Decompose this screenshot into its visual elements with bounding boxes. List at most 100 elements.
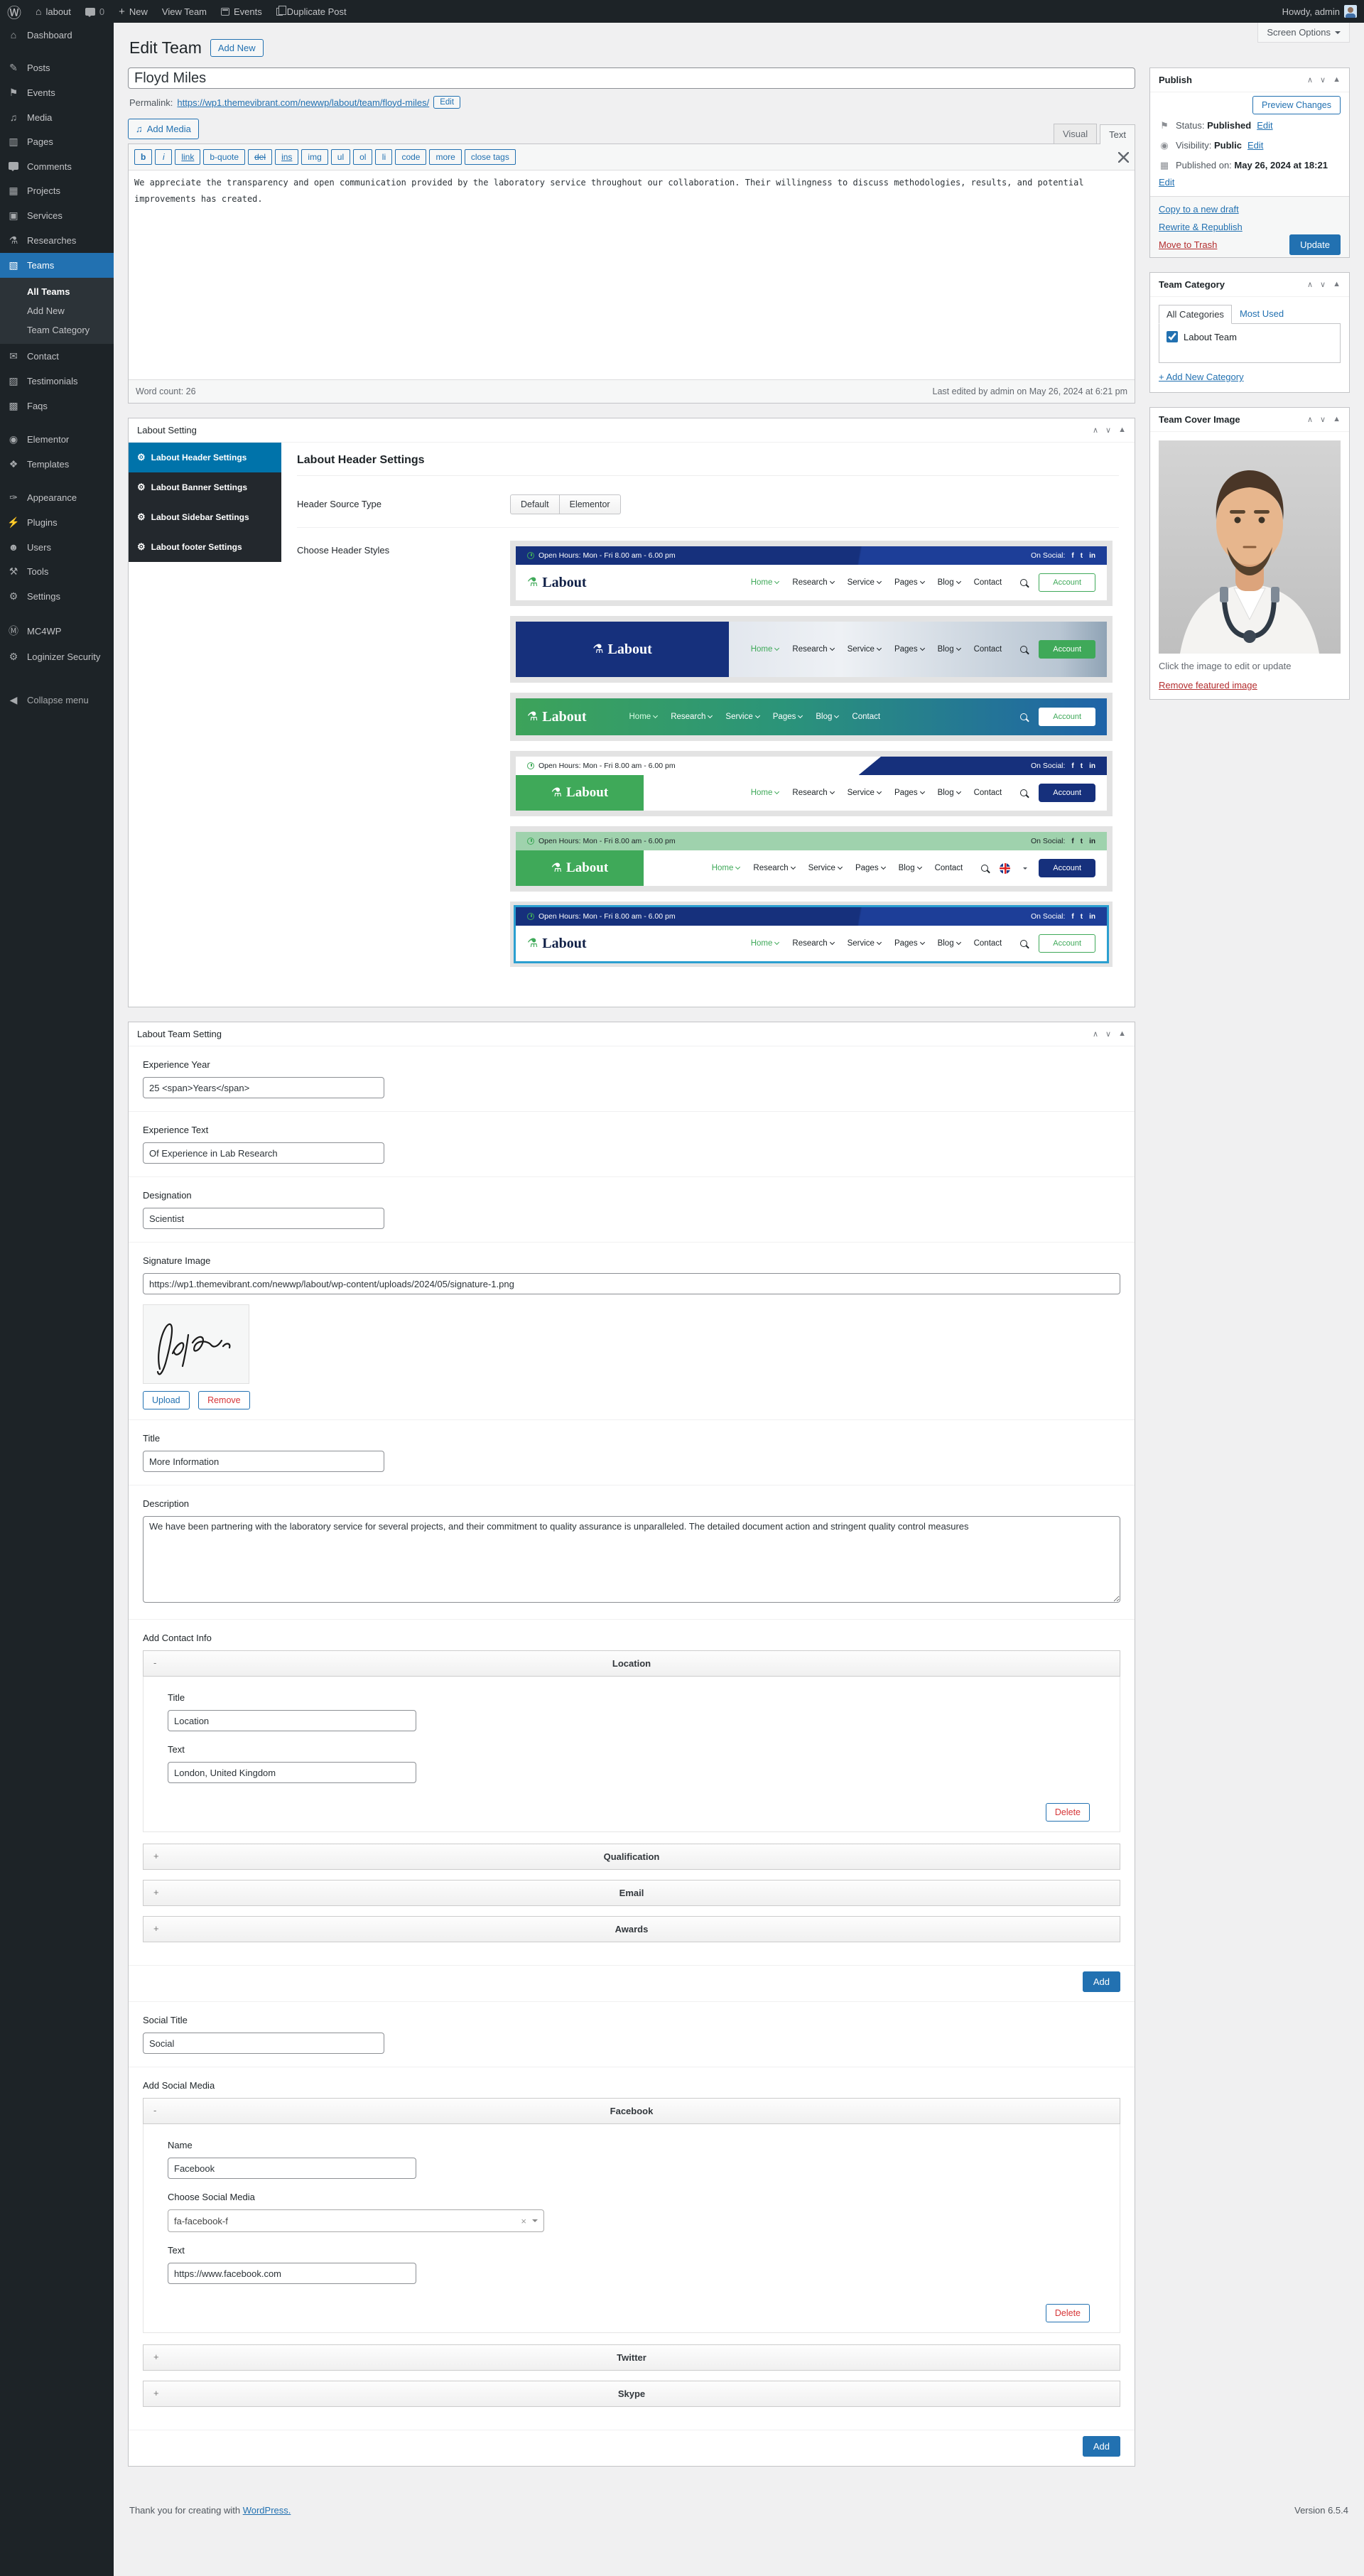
sidebar-item-elementor[interactable]: ◉ Elementor xyxy=(0,427,114,452)
howdy-account-menu[interactable]: Howdy, admin xyxy=(1275,0,1364,23)
account-button[interactable]: Account xyxy=(1039,640,1095,659)
update-button[interactable]: Update xyxy=(1289,234,1341,255)
uk-flag-icon[interactable] xyxy=(1000,862,1011,874)
nav-service[interactable]: Service xyxy=(725,713,760,721)
twitter-icon[interactable]: t xyxy=(1080,762,1083,770)
accordion-email-header[interactable]: + Email xyxy=(143,1880,1120,1906)
sidebar-item-comments[interactable]: Comments xyxy=(0,154,114,178)
move-down-icon[interactable]: ∨ xyxy=(1320,76,1326,85)
nav-research[interactable]: Research xyxy=(792,578,835,587)
linkedin-icon[interactable]: in xyxy=(1089,837,1095,845)
move-up-icon[interactable]: ∧ xyxy=(1306,281,1314,289)
nav-blog[interactable]: Blog xyxy=(816,713,840,721)
nav-research[interactable]: Research xyxy=(792,939,835,948)
facebook-icon[interactable]: f xyxy=(1071,551,1074,560)
facebook-icon[interactable]: f xyxy=(1071,912,1074,921)
nav-service[interactable]: Service xyxy=(808,864,843,872)
submenu-all-teams[interactable]: All Teams xyxy=(27,286,70,297)
del-button[interactable]: del xyxy=(248,149,273,165)
move-down-icon[interactable]: ∨ xyxy=(1105,1030,1112,1039)
move-up-icon[interactable]: ∧ xyxy=(1306,76,1314,85)
preview-changes-button[interactable]: Preview Changes xyxy=(1252,96,1341,114)
nav-pages[interactable]: Pages xyxy=(894,645,925,654)
labout-brand[interactable]: ⚗ Labout xyxy=(527,575,587,591)
sidebar-item-contact[interactable]: ✉ Contact xyxy=(0,344,114,369)
signature-url-input[interactable] xyxy=(143,1273,1120,1294)
copy-to-new-draft-link[interactable]: Copy to a new draft xyxy=(1159,204,1239,215)
contact-title-input[interactable] xyxy=(168,1710,416,1731)
sidebar-item-plugins[interactable]: ⚡ Plugins xyxy=(0,510,114,535)
move-up-icon[interactable]: ∧ xyxy=(1306,416,1314,424)
nav-contact[interactable]: Contact xyxy=(934,864,963,872)
social-name-input[interactable] xyxy=(168,2158,416,2179)
nav-home[interactable]: Home xyxy=(712,864,741,872)
duplicate-post-menu[interactable]: Duplicate Post xyxy=(269,0,354,23)
tab-header-settings[interactable]: ⚙ Labout Header Settings xyxy=(129,443,281,472)
source-default-button[interactable]: Default xyxy=(510,494,560,514)
header-style-2[interactable]: ⚗ Labout Home Research Service Pages xyxy=(510,616,1113,683)
category-term[interactable]: Labout Team xyxy=(1167,331,1333,342)
header-style-4[interactable]: Open Hours: Mon - Fri 8.00 am - 6.00 pm … xyxy=(510,751,1113,816)
sidebar-item-tools[interactable]: ⚒ Tools xyxy=(0,559,114,584)
toggle-panel-icon[interactable]: ▲ xyxy=(1118,1029,1126,1038)
nav-research[interactable]: Research xyxy=(792,645,835,654)
nav-pages[interactable]: Pages xyxy=(855,864,886,872)
nav-blog[interactable]: Blog xyxy=(938,578,961,587)
tab-text[interactable]: Text xyxy=(1100,124,1135,144)
delete-contact-button[interactable]: Delete xyxy=(1045,1803,1090,1822)
move-down-icon[interactable]: ∨ xyxy=(1320,281,1326,289)
move-down-icon[interactable]: ∨ xyxy=(1105,426,1112,435)
nav-contact[interactable]: Contact xyxy=(973,578,1002,587)
add-social-button[interactable]: Add xyxy=(1082,2436,1120,2457)
labout-brand[interactable]: ⚗ Labout xyxy=(527,709,587,725)
nav-service[interactable]: Service xyxy=(848,645,882,654)
link-button[interactable]: link xyxy=(175,149,201,165)
account-button[interactable]: Account xyxy=(1039,573,1095,592)
toggle-panel-icon[interactable]: ▲ xyxy=(1333,415,1341,423)
nav-home[interactable]: Home xyxy=(751,939,780,948)
add-new-category-link[interactable]: + Add New Category xyxy=(1159,372,1244,382)
wordpress-link[interactable]: WordPress. xyxy=(242,2505,291,2516)
sidebar-item-mc4wp[interactable]: Ⓜ MC4WP xyxy=(0,617,114,644)
add-contact-button[interactable]: Add xyxy=(1082,1971,1120,1992)
post-title-input[interactable] xyxy=(128,67,1135,89)
add-media-button[interactable]: ♫ Add Media xyxy=(128,119,199,139)
move-down-icon[interactable]: ∨ xyxy=(1320,416,1326,424)
search-icon[interactable] xyxy=(1020,579,1028,586)
new-content-menu[interactable]: + New xyxy=(112,0,155,23)
nav-pages[interactable]: Pages xyxy=(894,789,925,797)
ins-button[interactable]: ins xyxy=(275,149,299,165)
remove-button[interactable]: Remove xyxy=(198,1391,250,1409)
nav-pages[interactable]: Pages xyxy=(894,578,925,587)
ol-button[interactable]: ol xyxy=(353,149,373,165)
wp-logo-menu[interactable]: Ⓦ xyxy=(0,0,28,23)
ul-button[interactable]: ul xyxy=(330,149,351,165)
sidebar-item-services[interactable]: ▣ Services xyxy=(0,203,114,228)
accordion-qualification-header[interactable]: + Qualification xyxy=(143,1844,1120,1870)
collapse-menu-button[interactable]: ◀ Collapse menu xyxy=(0,688,114,713)
title-input[interactable] xyxy=(143,1451,384,1472)
nav-research[interactable]: Research xyxy=(671,713,713,721)
tab-visual[interactable]: Visual xyxy=(1053,124,1098,144)
account-button[interactable]: Account xyxy=(1039,934,1095,953)
nav-contact[interactable]: Contact xyxy=(973,645,1002,654)
sidebar-item-events[interactable]: ⚑ Events xyxy=(0,80,114,105)
tab-most-used[interactable]: Most Used xyxy=(1239,308,1284,319)
social-text-input[interactable] xyxy=(168,2263,416,2284)
edit-status-link[interactable]: Edit xyxy=(1257,120,1273,131)
labout-brand[interactable]: ⚗ Labout xyxy=(527,936,587,952)
permalink-url[interactable]: https://wp1.themevibrant.com/newwp/labou… xyxy=(177,97,430,108)
nav-blog[interactable]: Blog xyxy=(899,864,922,872)
facebook-icon[interactable]: f xyxy=(1071,837,1074,845)
experience-year-input[interactable] xyxy=(143,1077,384,1098)
remove-featured-image-link[interactable]: Remove featured image xyxy=(1159,680,1257,691)
description-textarea[interactable]: We have been partnering with the laborat… xyxy=(143,1516,1120,1603)
linkedin-icon[interactable]: in xyxy=(1089,912,1095,921)
search-icon[interactable] xyxy=(1020,940,1028,947)
contact-text-input[interactable] xyxy=(168,1762,416,1783)
view-team-menu[interactable]: View Team xyxy=(155,0,214,23)
sidebar-item-teams[interactable]: ▧ Teams xyxy=(0,253,114,278)
linkedin-icon[interactable]: in xyxy=(1089,762,1095,770)
header-style-5[interactable]: Open Hours: Mon - Fri 8.00 am - 6.00 pm … xyxy=(510,826,1113,892)
submenu-team-category[interactable]: Team Category xyxy=(27,325,90,335)
